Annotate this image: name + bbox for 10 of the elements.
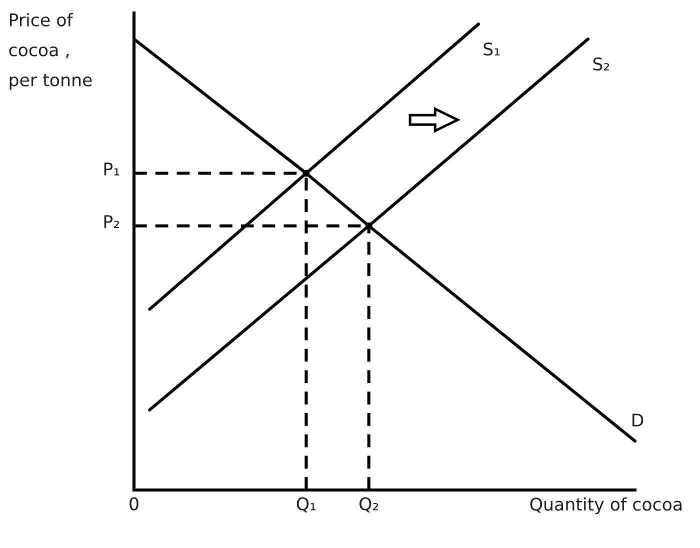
x-tick-label: Q₂: [360, 497, 378, 512]
x-axis-title: Quantity of cocoa: [530, 497, 682, 514]
series-label: S₂: [593, 57, 610, 71]
series-label: P₁: [104, 162, 120, 176]
x-tick-label: 0: [130, 497, 138, 510]
series-label: D: [632, 414, 644, 426]
series-label: S₁: [484, 42, 500, 56]
series-label: P₂: [104, 215, 120, 228]
x-tick-label: Q₁: [296, 497, 316, 512]
y-axis-title: Price of cocoa , per tonne: [9, 13, 92, 90]
